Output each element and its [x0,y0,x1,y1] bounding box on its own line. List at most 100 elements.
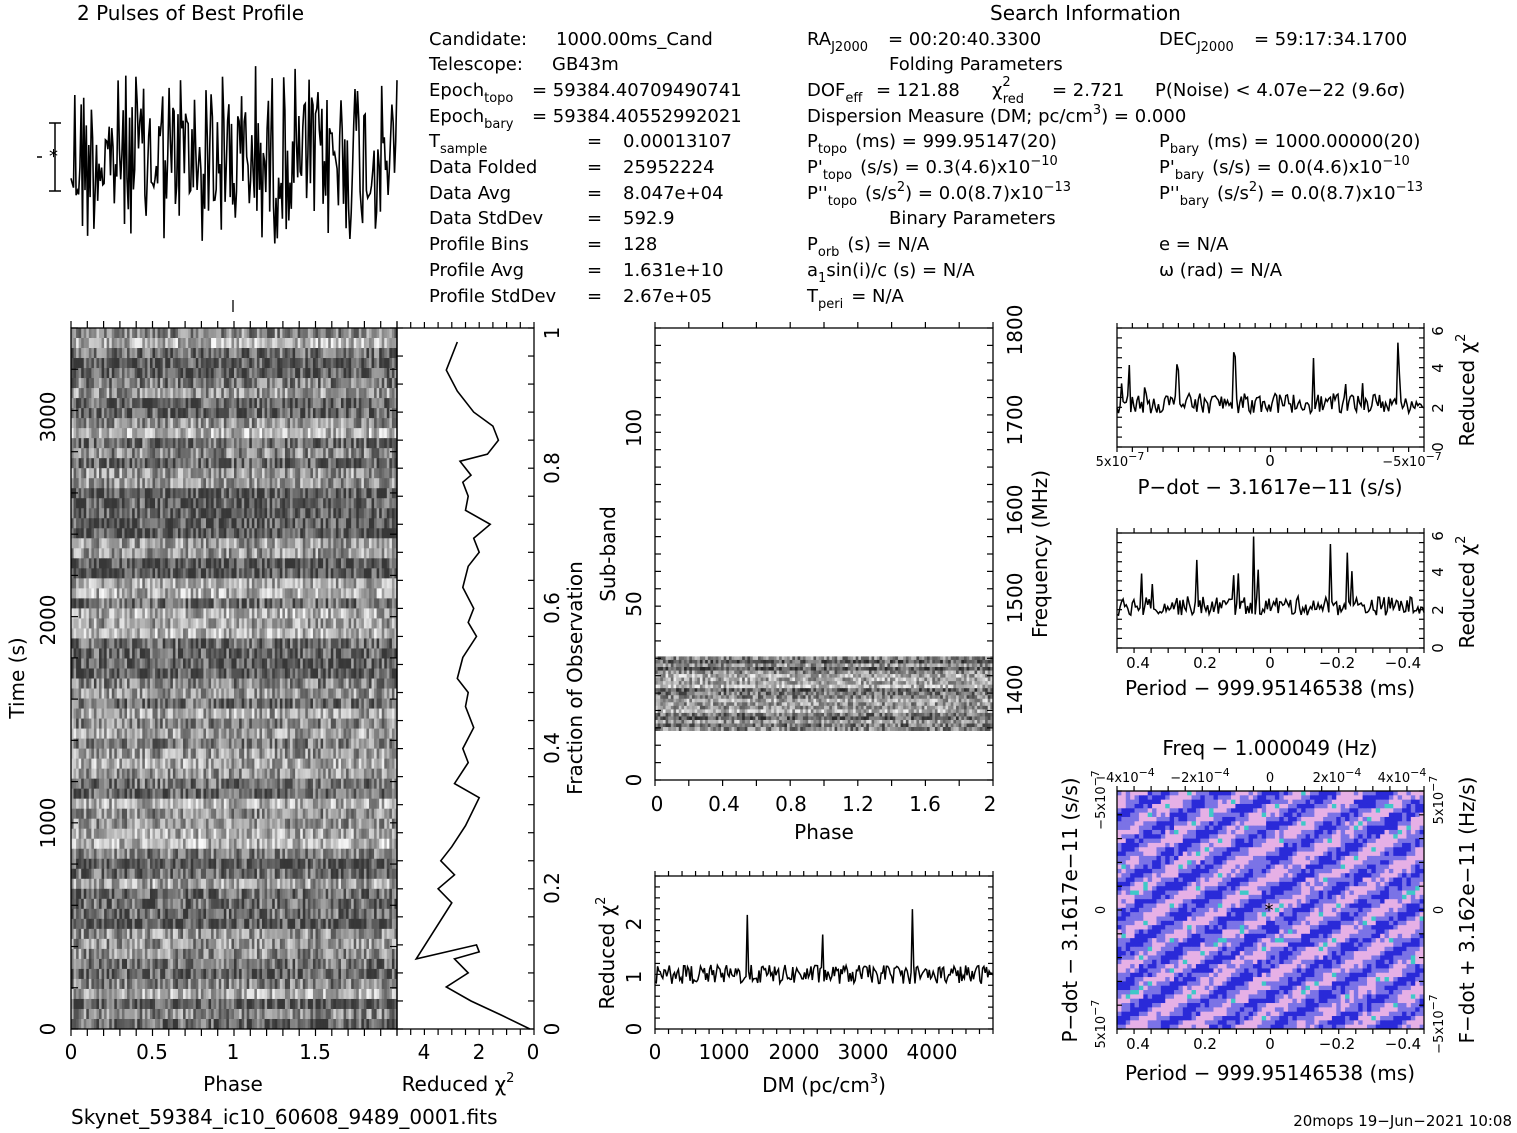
pp-y2tick-1: 0 [1432,906,1447,914]
dec-label: DECJ2000 [1159,29,1234,55]
time-phase-heatmap [71,328,398,1030]
best-fit-marker: * [1265,900,1274,921]
pd-xtick-2: −5x10−7 [1382,450,1442,470]
pp-toptick-0: −4x10−4 [1095,766,1155,786]
pp-ylabel: P−dot − 3.1617e−11 (s/s) [1058,777,1082,1042]
dm-value: Dispersion Measure (DM; pc/cm3) = 0.000 [807,103,1186,127]
profile-bins-value: 128 [623,234,657,255]
pdot-topo: P'topo (s/s) = 0.3(4.6)x10−10 [807,154,1058,183]
tp-ytick-1: 1000 [36,798,60,849]
chi2-value: = 2.721 [1052,80,1124,101]
fraction-chi2-plot: 4 2 0 Reduced χ2 0 0.2 0.4 0.6 0.8 1 Fra… [396,322,587,1096]
pe-ytick-1: 2 [1429,605,1447,615]
pdot-chi2-trace [1116,342,1425,416]
profile-stddev-label: Profile StdDev [429,286,557,307]
pp-ytick-0: 5x10−7 [1089,1000,1109,1049]
dm-xlabel: DM (pc/cm3) [762,1072,886,1097]
ra-value: = 00:20:40.3300 [888,29,1041,50]
pe-xtick-0: 0.4 [1126,654,1150,672]
pd-ytick-1: 2 [1429,403,1447,413]
sb-y2tick-3: 1700 [1003,395,1027,446]
sb-y2label: Frequency (MHz) [1028,470,1052,638]
pddot-bary: P''bary (s/s2) = 0.0(8.7)x10−13 [1159,180,1423,209]
pd-ytick-0: 0 [1429,442,1447,452]
profile-stddev-value: 2.67e+05 [623,286,712,307]
pp-toptick-1: −2x10−4 [1170,766,1230,786]
sb-ytick-1: 50 [622,591,646,616]
pp-ytick-1: 0 [1094,906,1109,914]
profile-avg-label: Profile Avg [429,260,524,281]
pe-ytick-2: 4 [1429,567,1447,577]
dm-xtick-0: 0 [649,1040,662,1064]
tp-xtick-2: 1 [227,1040,240,1064]
pe-xtick-3: −0.2 [1319,654,1355,672]
pdot-chi2-plot: 5x10−7 0 −5x10−7 P−dot − 3.1617e−11 (s/s… [1096,323,1479,499]
telescope-label: Telescope: [428,54,523,75]
pp-xtick-3: −0.2 [1319,1035,1355,1053]
tsample-label: Tsample [428,131,487,157]
pp-xtick-2: 0 [1265,1035,1275,1053]
profile-avg-value: 1.631e+10 [623,260,724,281]
tp-xtick-1: 0.5 [136,1040,168,1064]
pp-xlabel: Period − 999.95146538 (ms) [1125,1061,1415,1085]
svg-text:=: = [587,131,602,152]
sb-y2tick-4: 1800 [1003,305,1027,356]
pp-y2label: F−dot + 3.162e−11 (Hz/s) [1455,777,1479,1044]
pe-xlabel: Period − 999.95146538 (ms) [1125,676,1415,700]
pp-xtick-4: −0.4 [1385,1035,1421,1053]
pp-y2tick-2: 5x10−7 [1427,776,1447,825]
pd-ytick-2: 4 [1429,363,1447,373]
fc-xlabel: Reduced χ2 [402,1071,515,1096]
svg-text:=: = [587,260,602,281]
profile-bins-label: Profile Bins [429,234,529,255]
tp-ytick-2: 2000 [36,595,60,646]
pd-ytick-3: 6 [1429,326,1447,336]
fc-ytick-3: 0.6 [540,592,564,624]
pd-ylabel: Reduced χ2 [1454,334,1479,447]
fc-xtick-2: 0 [527,1040,540,1064]
subband-phase-plot: 0 0.4 0.8 1.2 1.6 2 Phase 0 50 100 Sub-b… [596,305,1052,844]
pe-xtick-2: 0 [1265,654,1275,672]
subband-heatmap [655,656,994,731]
dm-ylabel: Reduced χ2 [594,897,619,1010]
pd-xtick-1: 0 [1265,452,1275,470]
sb-xtick-5: 2 [984,792,997,816]
profile-title: 2 Pulses of Best Profile [77,1,304,25]
pdot-bary: P'bary (s/s) = 0.0(4.6)x10−10 [1159,154,1410,183]
dm-chi2-plot: 0 1000 2000 3000 4000 DM (pc/cm3) 0 1 2 … [594,871,994,1097]
pe-xtick-4: −0.4 [1385,654,1421,672]
period-chi2-trace [1116,536,1425,617]
sb-xtick-0: 0 [651,792,664,816]
pp-y2tick-0: −5x10−7 [1427,994,1447,1054]
sb-ytick-2: 100 [622,409,646,447]
sb-xlabel: Phase [794,820,854,844]
ppdot-heatmap [1117,791,1425,1030]
pe-ytick-3: 6 [1429,531,1447,541]
time-phase-plot: 0 0.5 1 1.5 Phase 0 1000 2000 3000 Time … [5,300,398,1096]
timestamp: 20mops 19−Jun−2021 10:08 [1293,1112,1512,1130]
tp-xtick-0: 0 [65,1040,78,1064]
fc-xtick-0: 4 [418,1040,431,1064]
dm-ytick-2: 2 [622,918,646,931]
dm-xtick-3: 3000 [838,1040,889,1064]
binary-params-title: Binary Parameters [889,208,1056,229]
dm-ytick-1: 1 [622,971,646,984]
dm-chi2-trace [654,909,994,986]
fc-ylabel: Fraction of Observation [563,561,587,795]
pe-xtick-1: 0.2 [1193,654,1217,672]
dm-xtick-1: 1000 [699,1040,750,1064]
pp-title: Freq − 1.000049 (Hz) [1162,736,1377,760]
sb-xtick-1: 0.4 [708,792,740,816]
tperi: Tperi = N/A [806,286,905,312]
fc-ytick-1: 0.2 [540,872,564,904]
error-bar-star: * [49,146,58,167]
data-stddev-label: Data StdDev [429,208,544,229]
candidate-value: 1000.00ms_Cand [556,29,713,50]
ptopo-label: Ptopo (ms) = 999.95147(20) [807,131,1057,157]
chi2-label: χ2 red [992,75,1024,107]
pbary-label: Pbary (ms) = 1000.00000(20) [1159,131,1420,157]
tp-xtick-3: 1.5 [299,1040,331,1064]
source-filename: Skynet_59384_ic10_60608_9489_0001.fits [71,1105,497,1129]
ppdot-plane-plot: * Freq − 1.000049 (Hz) −4x10−4 −2x10−4 0… [1058,736,1479,1085]
